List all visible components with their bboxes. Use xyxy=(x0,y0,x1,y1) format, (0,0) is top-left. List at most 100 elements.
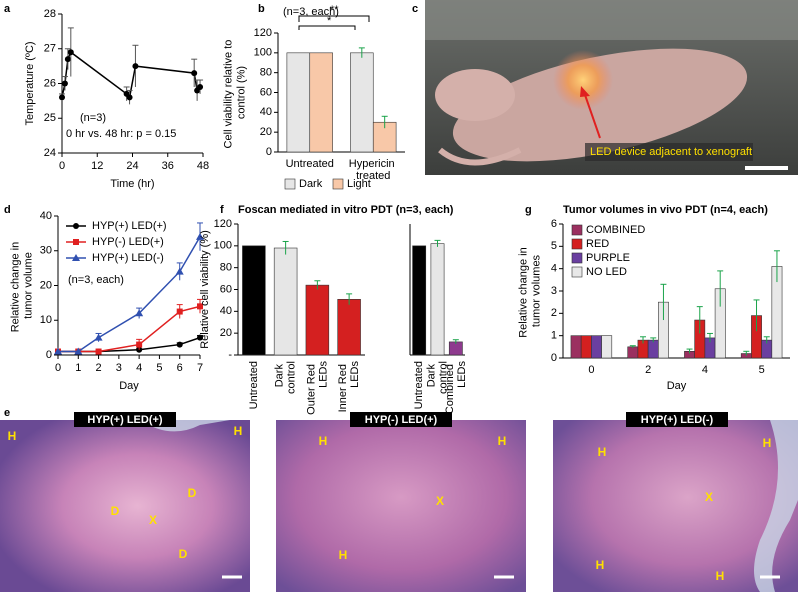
x-tick-label: Untreated xyxy=(413,361,425,409)
bar xyxy=(430,243,445,356)
region-marker: H xyxy=(596,558,605,572)
x-tick-label: 0 xyxy=(59,160,65,172)
panel-label: g xyxy=(525,204,532,216)
y-tick-label: 40 xyxy=(220,305,232,317)
marker xyxy=(94,333,103,341)
marker xyxy=(72,254,80,261)
bar xyxy=(412,245,427,356)
panel-label: b xyxy=(258,3,265,15)
y-axis-label: Cell viability relative to control (%) xyxy=(222,37,247,149)
x-tick-label: 0 xyxy=(588,364,594,376)
region-marker: H xyxy=(8,429,17,443)
image-title: HYP(-) LED(+) xyxy=(365,414,438,426)
bar xyxy=(305,284,330,356)
y-tick-label: 28 xyxy=(44,8,56,20)
annotation: (n=3, each) xyxy=(68,274,124,286)
y-tick-label: 80 xyxy=(260,67,272,79)
bar xyxy=(580,335,592,359)
marker xyxy=(73,223,79,229)
y-tick-label: 25 xyxy=(44,112,56,124)
y-tick-label: 1 xyxy=(551,330,557,342)
bar xyxy=(350,52,374,153)
marker xyxy=(176,341,183,348)
x-tick-label: 4 xyxy=(702,364,708,376)
legend-label: COMBINED xyxy=(586,224,645,236)
annotation: (n=3, each) xyxy=(283,6,339,18)
panel-label: a xyxy=(4,3,11,15)
line xyxy=(58,236,201,353)
bar xyxy=(337,299,361,356)
panel-label: d xyxy=(4,204,11,216)
x-tick-label: 3 xyxy=(116,362,122,374)
y-tick-label: 5 xyxy=(551,240,557,252)
x-tick-label: 5 xyxy=(156,362,162,374)
region-marker: H xyxy=(716,569,725,583)
y-tick-label: 20 xyxy=(260,126,272,138)
legend-swatch xyxy=(571,252,583,264)
marker xyxy=(61,80,68,87)
y-tick-label: - xyxy=(228,349,232,361)
x-tick-label: Dark control xyxy=(274,361,298,394)
x-tick-label: 4 xyxy=(136,362,142,374)
significance-brackets xyxy=(298,15,370,30)
y-axis-label: Relative change in tumor volumes xyxy=(517,244,542,338)
y-tick-label: 80 xyxy=(220,262,232,274)
y-tick-label: 40 xyxy=(260,106,272,118)
x-tick-label: 12 xyxy=(91,160,103,172)
x-tick-label: 36 xyxy=(162,160,174,172)
marker xyxy=(132,63,139,70)
y-tick-label: 20 xyxy=(40,279,52,291)
x-tick-label: 0 xyxy=(55,362,61,374)
y-tick-label: 40 xyxy=(40,210,52,222)
panel-label: c xyxy=(412,3,418,15)
y-tick-label: 100 xyxy=(214,240,232,252)
image-title: HYP(+) LED(-) xyxy=(641,414,714,426)
region-marker: D xyxy=(179,547,188,561)
legend-swatch xyxy=(571,238,583,250)
panel-label: e xyxy=(4,407,10,419)
histology-images xyxy=(0,412,798,592)
bar xyxy=(591,335,602,359)
y-tick-label: 26 xyxy=(44,77,56,89)
legend-label: HYP(-) LED(+) xyxy=(92,236,164,248)
annotation: ** xyxy=(330,4,339,16)
photo xyxy=(425,0,798,175)
bar xyxy=(273,247,298,356)
x-tick-label: Untreated xyxy=(286,158,334,170)
region-marker: X xyxy=(436,494,444,508)
bar xyxy=(570,335,582,359)
region-marker: X xyxy=(705,490,713,504)
x-tick-label: 2 xyxy=(645,364,651,376)
y-tick-label: 4 xyxy=(551,263,557,275)
x-tick-label: 1 xyxy=(75,362,81,374)
x-axis-label: Time (hr) xyxy=(110,178,154,190)
bar xyxy=(309,52,333,153)
y-tick-label: 3 xyxy=(551,285,557,297)
region-marker: H xyxy=(319,434,328,448)
legend-label: RED xyxy=(586,238,609,250)
x-tick-label: 24 xyxy=(126,160,138,172)
marker xyxy=(197,334,203,341)
region-marker: H xyxy=(234,424,243,438)
annotation: (n=3) xyxy=(80,112,106,124)
region-marker: D xyxy=(111,504,120,518)
bar xyxy=(286,52,311,153)
annotation: * xyxy=(327,15,332,27)
y-axis-label: Temperature (ºC) xyxy=(24,41,36,125)
x-tick-label: 5 xyxy=(759,364,765,376)
marker xyxy=(54,347,62,355)
marker xyxy=(135,309,144,317)
y-tick-label: 60 xyxy=(220,283,232,295)
marker xyxy=(196,232,204,240)
y-tick-label: 10 xyxy=(40,314,52,326)
bar xyxy=(627,346,639,359)
y-tick-label: 2 xyxy=(551,307,557,319)
marker xyxy=(197,83,204,90)
marker xyxy=(64,56,71,63)
marker xyxy=(126,94,133,101)
marker xyxy=(74,347,83,355)
y-tick-label: 120 xyxy=(214,218,232,230)
image-title: HYP(+) LED(+) xyxy=(87,414,163,426)
y-tick-label: 60 xyxy=(260,86,272,98)
